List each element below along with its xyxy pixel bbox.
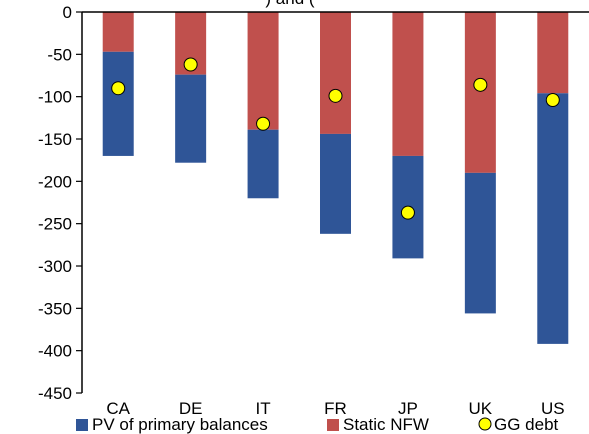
y-tick-label: -300 bbox=[38, 257, 72, 276]
legend-item-pv: PV of primary balances bbox=[76, 415, 268, 434]
bar-pv-fr bbox=[320, 133, 351, 234]
marker-gg-debt-uk bbox=[473, 77, 488, 92]
y-tick-label: -50 bbox=[47, 45, 72, 64]
y-tick-label: -150 bbox=[38, 130, 72, 149]
marker-gg-debt-us bbox=[545, 93, 560, 108]
gg-debt-markers bbox=[111, 57, 560, 220]
bar-static-nfw-it bbox=[247, 12, 279, 130]
y-tick-label: -450 bbox=[38, 384, 72, 403]
marker-gg-debt-de bbox=[183, 57, 198, 72]
bar-static-nfw-uk bbox=[464, 12, 496, 173]
legend-swatch-pv bbox=[76, 419, 88, 431]
y-tick-label: -350 bbox=[38, 299, 72, 318]
marker-gg-debt-fr bbox=[328, 88, 343, 103]
marker-gg-debt-ca bbox=[111, 81, 126, 96]
marker-gg-debt-jp bbox=[400, 205, 415, 220]
bar-pv-de bbox=[175, 74, 207, 163]
y-tick-label: -100 bbox=[38, 88, 72, 107]
legend-marker-gg-debt bbox=[478, 417, 492, 431]
bar-static-nfw-ca bbox=[102, 12, 134, 52]
bar-static-nfw-us bbox=[537, 12, 569, 94]
y-tick-label: -400 bbox=[38, 342, 72, 361]
y-tick-label: -200 bbox=[38, 172, 72, 191]
category-label-it: IT bbox=[256, 399, 271, 418]
legend-label-static-nfw: Static NFW bbox=[343, 415, 429, 434]
legend-item-static-nfw: Static NFW bbox=[327, 415, 429, 434]
y-axis: 0 -50 -100 -150 -200 -250 -300 -350 -400 -450 bbox=[38, 3, 82, 403]
legend-swatch-static-nfw bbox=[327, 419, 339, 431]
category-label-us: US bbox=[541, 399, 565, 418]
legend-label-pv: PV of primary balances bbox=[92, 415, 268, 434]
category-label-uk: UK bbox=[469, 399, 493, 418]
category-label-de: DE bbox=[179, 399, 203, 418]
category-label-ca: CA bbox=[106, 399, 130, 418]
category-label-jp: JP bbox=[398, 399, 418, 418]
bar-pv-it bbox=[247, 129, 279, 199]
legend-item-gg-debt: GG debt bbox=[478, 415, 559, 434]
bar-static-nfw-jp bbox=[392, 12, 424, 156]
category-labels: CA DE IT FR JP UK US bbox=[106, 399, 564, 418]
bar-pv-uk bbox=[464, 172, 496, 314]
legend-label-gg-debt: GG debt bbox=[494, 415, 559, 434]
bar-static-nfw-fr bbox=[320, 12, 351, 134]
bar-pv-us bbox=[537, 93, 569, 344]
y-tick-label: -250 bbox=[38, 215, 72, 234]
y-tick-label: 0 bbox=[63, 3, 72, 22]
bar-pv-ca bbox=[102, 51, 134, 156]
chart-title-fragment: ) and ( bbox=[265, 0, 314, 8]
marker-gg-debt-it bbox=[256, 116, 271, 131]
category-label-fr: FR bbox=[324, 399, 347, 418]
legend: PV of primary balances Static NFW GG deb… bbox=[76, 415, 559, 434]
bars bbox=[102, 12, 569, 344]
